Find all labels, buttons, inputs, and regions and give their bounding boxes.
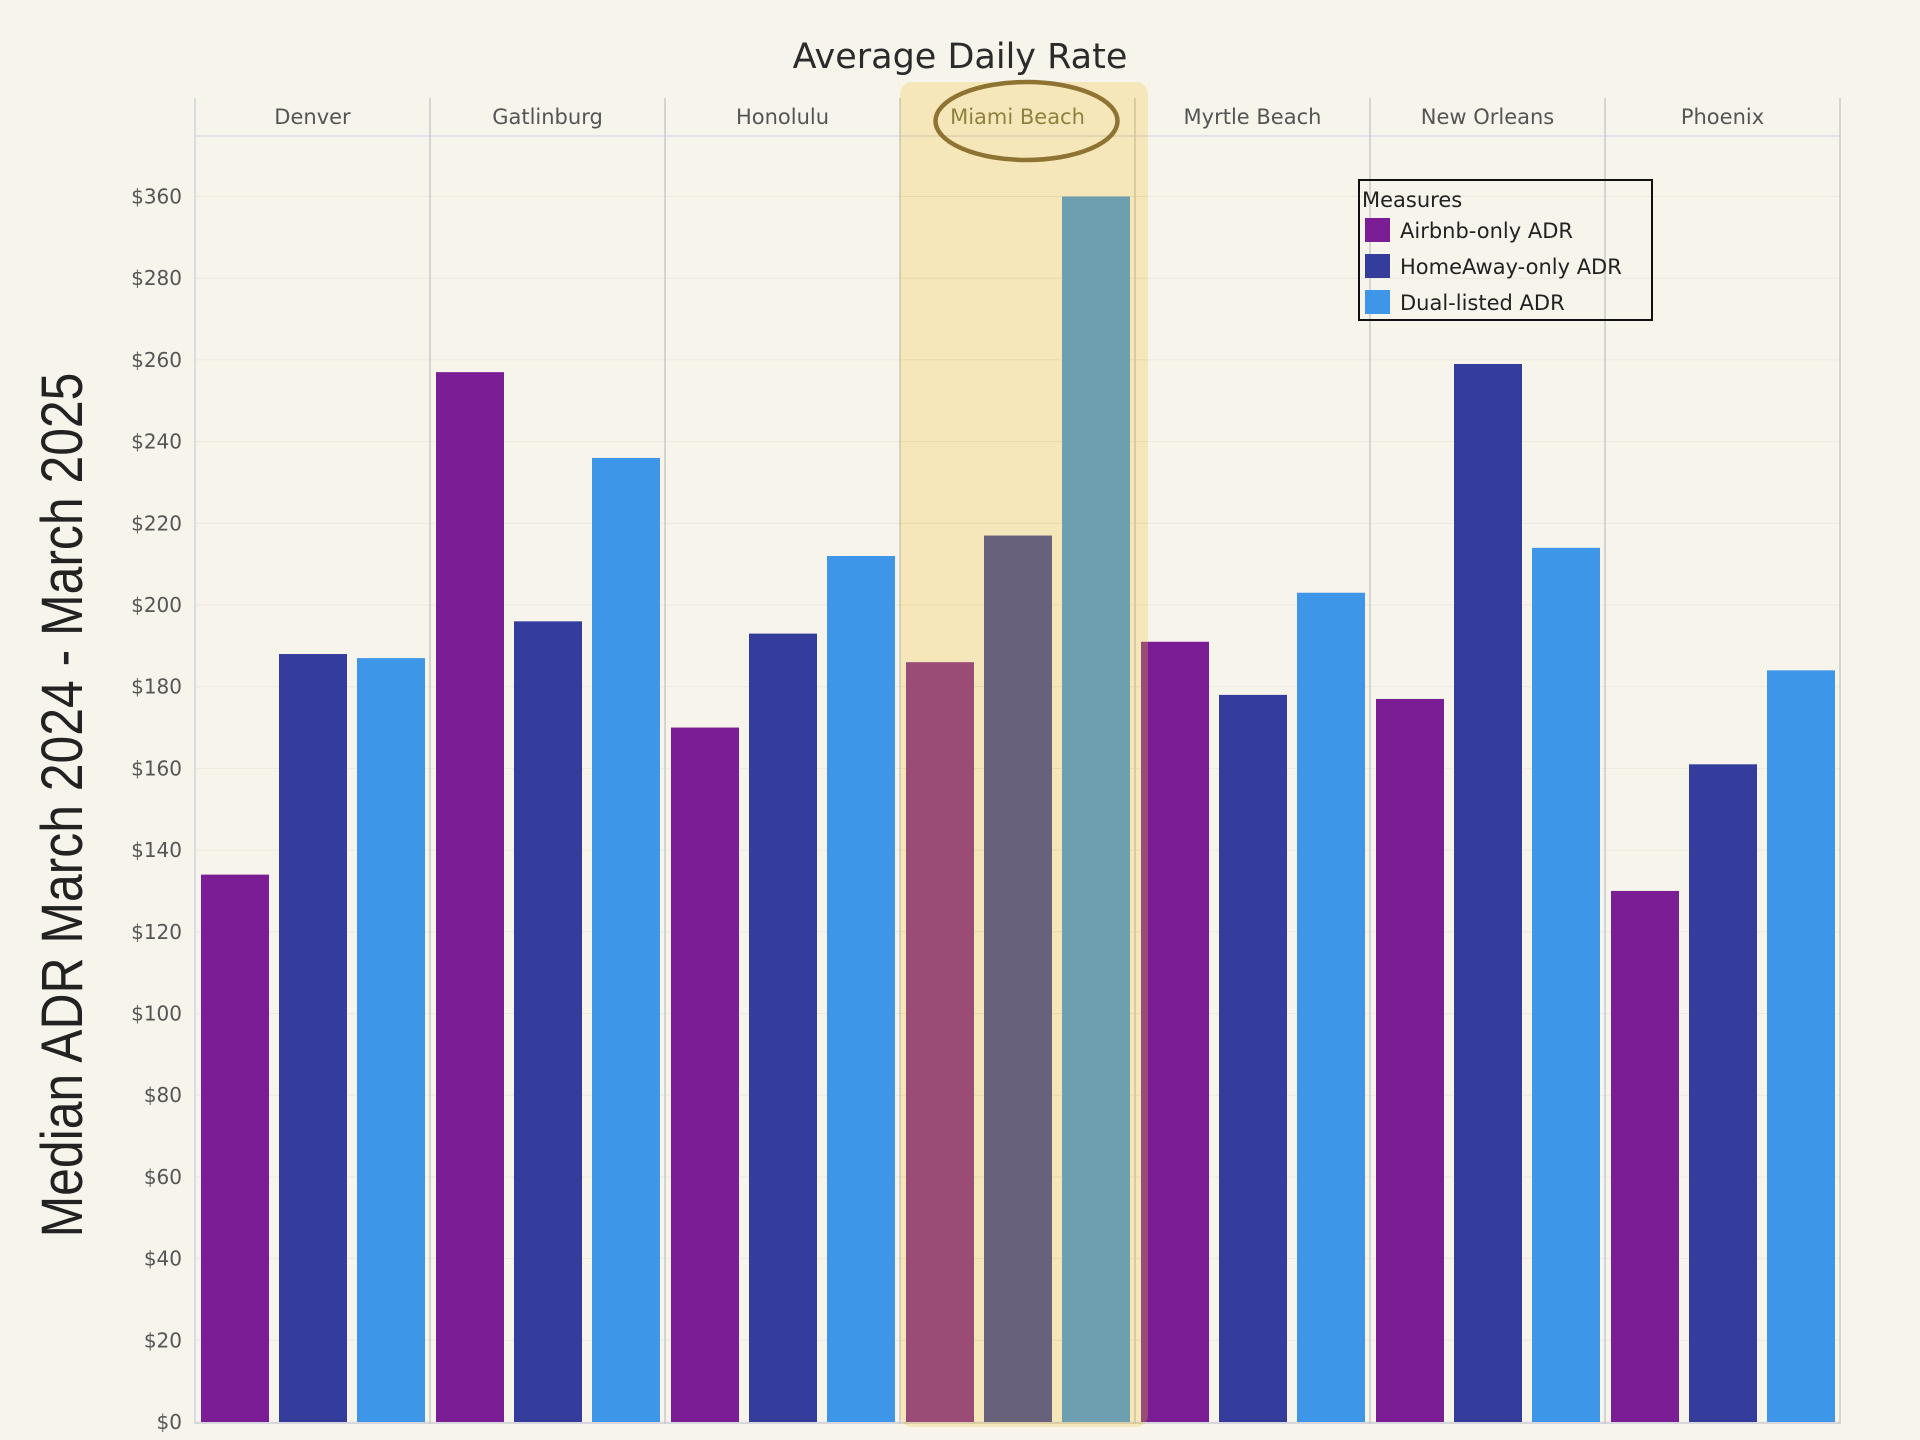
- bars: [201, 196, 1835, 1422]
- y-tick-label: $20: [144, 1328, 182, 1352]
- bar-homeaway-only-adr-denver: [279, 654, 347, 1422]
- bar-airbnb-only-adr-denver: [201, 874, 269, 1422]
- highlight-circle: [933, 79, 1120, 163]
- y-tick-label: $40: [144, 1247, 182, 1271]
- bar-homeaway-only-adr-new-orleans: [1454, 363, 1522, 1422]
- bar-dual-listed-adr-denver: [357, 658, 425, 1422]
- category-label: Phoenix: [1681, 105, 1764, 129]
- category-label: Myrtle Beach: [1184, 105, 1322, 129]
- bar-homeaway-only-adr-gatlinburg: [514, 621, 582, 1422]
- y-tick-label: $260: [131, 348, 182, 372]
- chart-title: Average Daily Rate: [793, 37, 1128, 77]
- category-header: Denver Gatlinburg Honolulu Miami Beach Myrtl…: [274, 105, 1764, 129]
- y-tick-label: $60: [144, 1165, 182, 1189]
- y-tick-label: $140: [131, 838, 182, 862]
- y-tick-label: $240: [131, 430, 182, 454]
- y-axis-ticks: $0 $20 $40 $60 $80 $100 $120 $140 $160 $180 $200 $2…: [131, 185, 182, 1435]
- bar-airbnb-only-adr-miami-beach: [906, 662, 974, 1422]
- y-tick-label: $80: [144, 1083, 182, 1107]
- category-label: Honolulu: [736, 105, 829, 129]
- y-tick-label: $0: [157, 1410, 182, 1434]
- bar-dual-listed-adr-miami-beach: [1062, 196, 1130, 1422]
- legend-title: Measures: [1362, 188, 1462, 212]
- legend-item-label: HomeAway-only ADR: [1400, 255, 1622, 279]
- y-tick-label: $100: [131, 1002, 182, 1026]
- y-tick-label: $160: [131, 756, 182, 780]
- category-label: Denver: [274, 105, 351, 129]
- y-tick-label: $180: [131, 675, 182, 699]
- category-label: New Orleans: [1421, 105, 1555, 129]
- bar-dual-listed-adr-honolulu: [827, 555, 895, 1422]
- legend-item-label: Dual-listed ADR: [1400, 291, 1565, 315]
- bar-airbnb-only-adr-phoenix: [1611, 890, 1679, 1422]
- bar-homeaway-only-adr-myrtle-beach: [1219, 694, 1287, 1422]
- legend-swatch: [1365, 290, 1390, 314]
- y-tick-label: $280: [131, 266, 182, 290]
- bar-dual-listed-adr-myrtle-beach: [1297, 592, 1365, 1422]
- bar-airbnb-only-adr-gatlinburg: [436, 372, 504, 1422]
- bar-homeaway-only-adr-honolulu: [749, 633, 817, 1422]
- y-tick-label: $120: [131, 920, 182, 944]
- bar-airbnb-only-adr-myrtle-beach: [1141, 641, 1209, 1422]
- bar-dual-listed-adr-new-orleans: [1532, 547, 1600, 1422]
- bar-airbnb-only-adr-honolulu: [671, 727, 739, 1422]
- legend-box: [1358, 179, 1653, 321]
- legend-item-label: Airbnb-only ADR: [1400, 219, 1573, 243]
- category-label: Miami Beach: [950, 105, 1085, 129]
- legend-swatch: [1365, 218, 1390, 242]
- y-axis-title: Median ADR March 2024 - March 2025: [31, 373, 95, 1238]
- highlight-band: [900, 82, 1148, 1427]
- y-tick-label: $200: [131, 593, 182, 617]
- legend: Measures Airbnb-only ADR HomeAway-only AD…: [1358, 179, 1653, 321]
- legend-swatch: [1365, 254, 1390, 278]
- y-tick-label: $360: [131, 185, 182, 209]
- y-tick-label: $220: [131, 511, 182, 535]
- bar-dual-listed-adr-gatlinburg: [592, 457, 660, 1422]
- bar-homeaway-only-adr-phoenix: [1689, 764, 1757, 1422]
- bar-dual-listed-adr-phoenix: [1767, 670, 1835, 1422]
- bar-homeaway-only-adr-miami-beach: [984, 535, 1052, 1422]
- bar-airbnb-only-adr-new-orleans: [1376, 698, 1444, 1422]
- category-label: Gatlinburg: [492, 105, 603, 129]
